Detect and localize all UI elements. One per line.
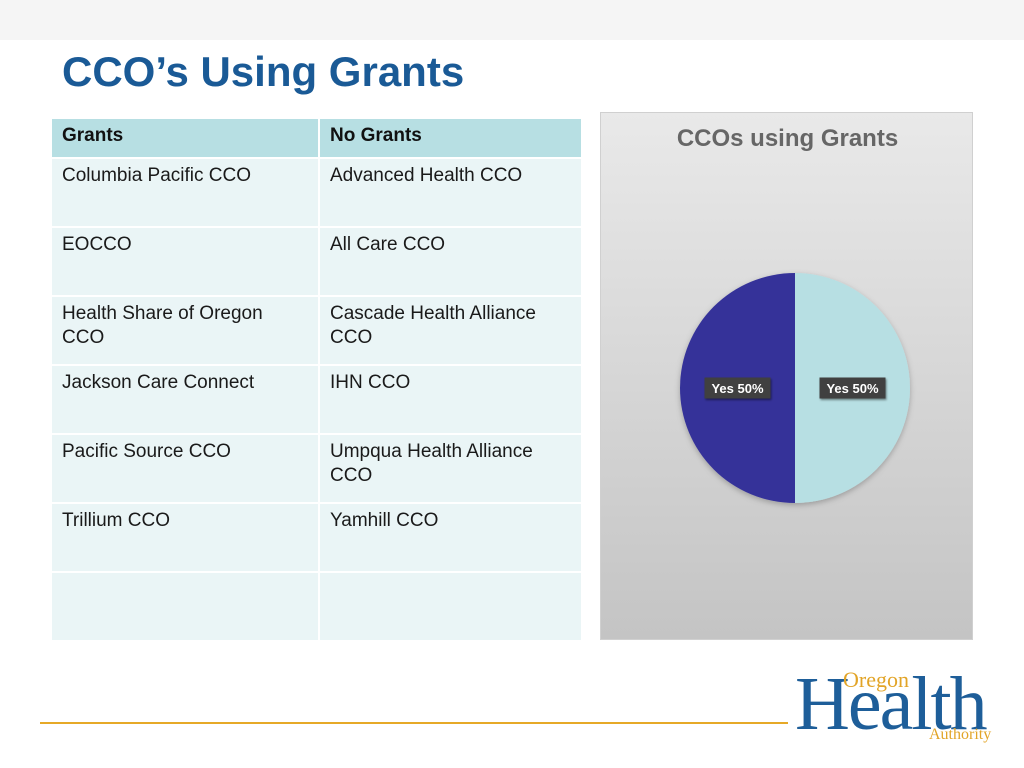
- table-row: Columbia Pacific CCO Advanced Health CCO: [50, 157, 583, 228]
- header-no-grants: No Grants: [318, 117, 583, 159]
- pie-data-label-text: Yes 50%: [826, 381, 878, 396]
- cell-grants: [50, 571, 320, 642]
- pie-chart: Yes 50% Yes 50%: [680, 273, 910, 503]
- cell-no-grants: IHN CCO: [318, 364, 583, 435]
- logo-authority-text: Authority: [929, 726, 992, 743]
- chart-title: CCOs using Grants: [676, 125, 899, 152]
- cell-no-grants: Advanced Health CCO: [318, 157, 583, 228]
- cell-grants: Jackson Care Connect: [50, 364, 320, 435]
- header-grants: Grants: [50, 117, 320, 159]
- pie-data-label: Yes 50%: [819, 377, 886, 399]
- pie-data-label-box: [819, 377, 886, 399]
- pie-data-label-box: [704, 377, 771, 399]
- cell-grants: Columbia Pacific CCO: [50, 157, 320, 228]
- pie-chart-panel: CCOs using Grants Yes 50% Yes 50%: [600, 112, 973, 640]
- cell-no-grants: Yamhill CCO: [318, 502, 583, 573]
- cell-grants: Trillium CCO: [50, 502, 320, 573]
- table-row: Pacific Source CCO Umpqua Health Allianc…: [50, 433, 583, 504]
- table-header-row: Grants No Grants: [50, 117, 583, 159]
- table-row: Health Share of Oregon CCO Cascade Healt…: [50, 295, 583, 366]
- cell-grants: EOCCO: [50, 226, 320, 297]
- table-row: Jackson Care Connect IHN CCO: [50, 364, 583, 435]
- cco-table: Grants No Grants Columbia Pacific CCO Ad…: [50, 117, 583, 642]
- table-row: EOCCO All Care CCO: [50, 226, 583, 297]
- logo-health-text: Health: [795, 662, 988, 746]
- top-band: [0, 0, 1024, 40]
- cell-grants: Pacific Source CCO: [50, 433, 320, 504]
- oha-logo: Health Oregon Authority: [795, 662, 1000, 746]
- cell-grants: Health Share of Oregon CCO: [50, 295, 320, 366]
- table-row: [50, 571, 583, 642]
- slide-title: CCO’s Using Grants: [62, 48, 465, 95]
- cell-no-grants: Cascade Health Alliance CCO: [318, 295, 583, 366]
- logo-oregon-text: Oregon: [843, 667, 909, 692]
- cell-no-grants: [318, 571, 583, 642]
- pie-data-label: Yes 50%: [704, 377, 771, 399]
- table-row: Trillium CCO Yamhill CCO: [50, 502, 583, 573]
- cell-no-grants: Umpqua Health Alliance CCO: [318, 433, 583, 504]
- cell-no-grants: All Care CCO: [318, 226, 583, 297]
- pie-data-label-text: Yes 50%: [711, 381, 763, 396]
- footer-divider: [40, 722, 788, 724]
